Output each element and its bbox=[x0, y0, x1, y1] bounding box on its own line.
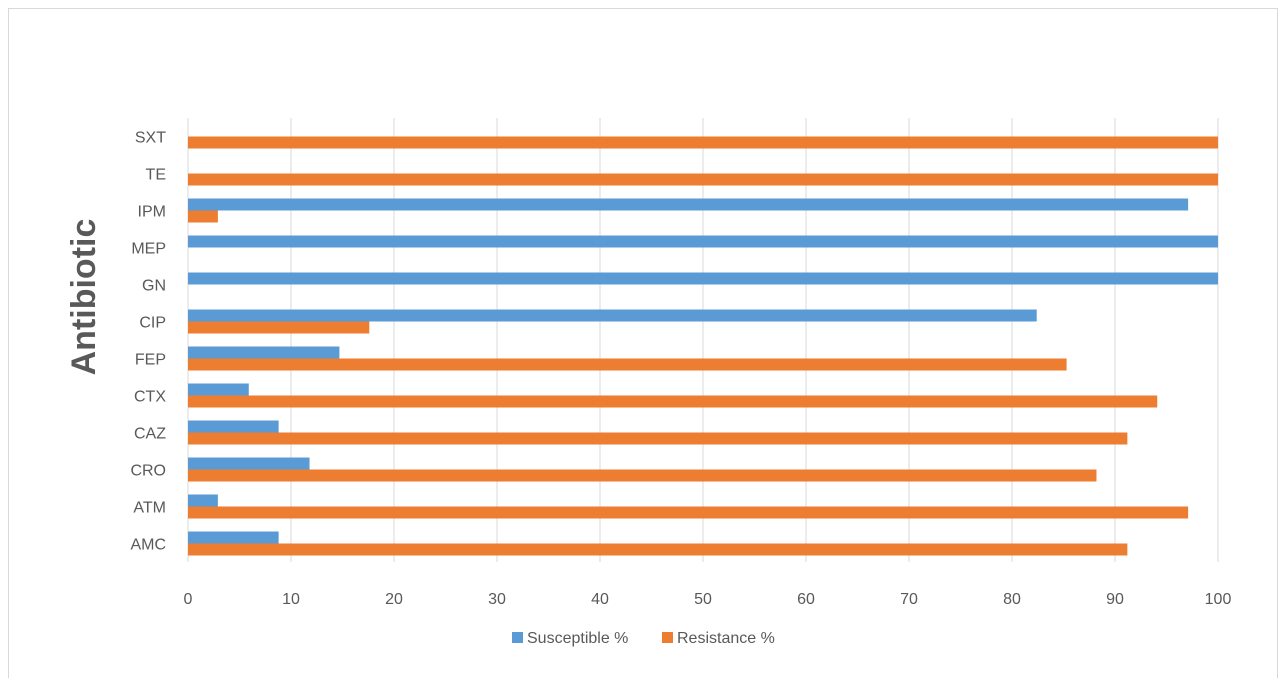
resistance-bar-fep bbox=[188, 358, 1067, 371]
y-axis-title: Antibiotic bbox=[65, 219, 103, 376]
legend-swatch bbox=[662, 632, 673, 643]
x-tick-labels: 0 10 20 30 40 50 60 70 80 90 100 bbox=[184, 591, 1232, 608]
susceptible-bar-ctx bbox=[188, 383, 249, 396]
legend-swatch bbox=[512, 632, 523, 643]
susceptible-bar-caz bbox=[188, 420, 279, 433]
category-labels: AMC ATM CRO CAZ CTX FEP CIP GN MEP IPM TE SXT bbox=[130, 130, 166, 554]
chart-frame bbox=[8, 8, 1278, 678]
x-tick-label: 60 bbox=[797, 591, 815, 608]
category-label: TE bbox=[146, 167, 166, 184]
resistance-bar-sxt bbox=[188, 136, 1218, 149]
x-tick-label: 90 bbox=[1106, 591, 1124, 608]
x-tick-label: 100 bbox=[1205, 591, 1232, 608]
category-label: FEP bbox=[135, 352, 166, 369]
resistance-bar-te bbox=[188, 173, 1218, 186]
x-tick-label: 70 bbox=[900, 591, 918, 608]
resistance-bar-ctx bbox=[188, 395, 1158, 408]
category-label: IPM bbox=[138, 204, 166, 221]
susceptible-bar-atm bbox=[188, 494, 218, 507]
category-label: CTX bbox=[134, 389, 166, 406]
category-label: AMC bbox=[130, 537, 166, 554]
category-label: CIP bbox=[139, 315, 166, 332]
susceptible-bar-gn bbox=[188, 272, 1218, 285]
susceptible-bar-fep bbox=[188, 346, 340, 359]
susceptible-bar-cro bbox=[188, 457, 310, 470]
susceptible-bar-amc bbox=[188, 531, 279, 544]
resistance-bar-cro bbox=[188, 469, 1097, 482]
susceptible-bar-ipm bbox=[188, 198, 1189, 211]
x-tick-label: 0 bbox=[184, 591, 193, 608]
resistance-bar-caz bbox=[188, 432, 1128, 445]
resistance-bar-cip bbox=[188, 321, 370, 334]
susceptible-bar-mep bbox=[188, 235, 1218, 248]
resistance-bar-amc bbox=[188, 543, 1128, 556]
category-label: SXT bbox=[135, 130, 166, 147]
x-tick-label: 20 bbox=[385, 591, 403, 608]
x-tick-label: 40 bbox=[591, 591, 609, 608]
susceptible-bar-cip bbox=[188, 309, 1037, 322]
x-tick-label: 30 bbox=[488, 591, 506, 608]
category-label: CRO bbox=[130, 463, 166, 480]
legend-label: Susceptible % bbox=[527, 630, 628, 647]
bars bbox=[188, 136, 1218, 556]
resistance-bar-atm bbox=[188, 506, 1189, 519]
category-label: MEP bbox=[131, 241, 166, 258]
legend: Susceptible % Resistance % bbox=[512, 630, 775, 647]
category-label: ATM bbox=[133, 500, 166, 517]
category-label: CAZ bbox=[134, 426, 166, 443]
legend-label: Resistance % bbox=[677, 630, 775, 647]
category-label: GN bbox=[142, 278, 166, 295]
x-tick-label: 10 bbox=[282, 591, 300, 608]
x-tick-label: 50 bbox=[694, 591, 712, 608]
grid-lines bbox=[187, 118, 1219, 562]
x-tick-label: 80 bbox=[1003, 591, 1021, 608]
resistance-bar-ipm bbox=[188, 210, 218, 223]
